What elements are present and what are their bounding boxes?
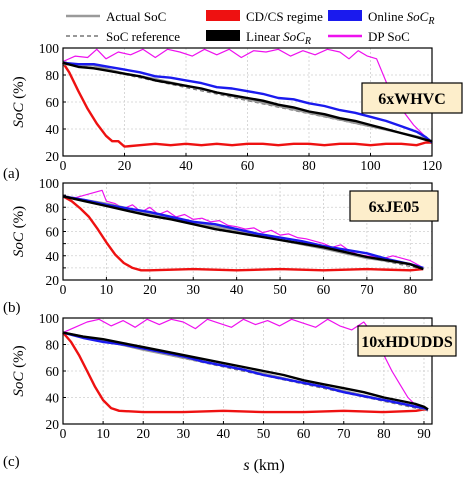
series-line-dp [62,48,433,143]
x-tick-label: 80 [404,282,418,297]
x-tick-label: 10 [100,282,114,297]
y-tick-label: 100 [39,41,60,56]
panel-label: (b) [3,300,21,316]
legend-swatch-online [328,10,362,21]
series-line-online [62,61,433,144]
cycle-tag: 6xWHVC [361,82,463,114]
cycle-tag-label: 6xJE05 [369,199,420,216]
x-tick-label: 60 [317,282,331,297]
x-tick-label: 80 [302,158,316,173]
y-tick-label: 40 [46,391,60,406]
y-tick-label: 100 [39,311,60,326]
x-tick-label: 0 [60,426,67,441]
legend-item-linear: Linear SoCR [206,29,311,47]
x-tick-label: 100 [360,158,381,173]
x-tick-label: 60 [241,158,255,173]
series-line-cdcs [62,331,428,414]
y-tick-label: 40 [46,249,60,264]
series-line-online [62,195,424,270]
y-tick-label: 60 [46,364,60,379]
series-line-linear [62,61,433,143]
x-tick-label: 0 [60,158,67,173]
series-line-linear [62,331,429,411]
legend: Actual SoC CD/CS regime Online SoCR SoC ref… [66,9,434,47]
x-tick-label: 70 [337,426,351,441]
y-tick-label: 20 [46,273,60,288]
y-tick-label: 100 [39,176,60,191]
y-tick-label: 60 [46,95,60,110]
legend-item-dp: DP SoC [328,29,410,44]
x-tick-label: 30 [186,282,200,297]
legend-swatch-linear [206,30,240,41]
legend-label-cdcs: CD/CS regime [246,9,323,24]
cycle-tag-box [349,190,439,222]
y-axis-label: SoC (%) [11,345,27,396]
axes-frame [62,317,433,425]
cycle-tag-box [357,325,457,357]
y-tick-label: 80 [46,338,60,353]
y-tick-label: 60 [46,225,60,240]
legend-label-linear: Linear SoCR [246,29,311,47]
x-tick-label: 40 [179,158,193,173]
legend-item-actual: Actual SoC [66,9,166,24]
axes-frame [62,182,433,281]
x-tick-label: 120 [422,158,443,173]
legend-label-actual: Actual SoC [106,9,166,24]
legend-item-online: Online SoCR [328,9,434,27]
series-line-linear [62,195,424,271]
y-axis-label: SoC (%) [11,76,27,127]
x-tick-label: 70 [360,282,374,297]
legend-label-reference: SoC reference [106,29,180,44]
x-tick-label: 80 [377,426,391,441]
panel-label: (a) [3,166,20,182]
panel-3: 0 10 20 30 40 50 60 70 80 90 20 40 60 80 100 SoC (%) 10x… [3,311,457,470]
y-axis-label: SoC (%) [11,206,27,257]
x-tick-label: 20 [136,426,150,441]
y-tick-label: 20 [46,149,60,164]
series-line-dp [62,189,424,269]
x-tick-label: 0 [60,282,67,297]
cycle-tag: 6xJE05 [349,190,439,222]
x-tick-label: 50 [273,282,287,297]
legend-item-reference: SoC reference [66,29,180,44]
x-tick-label: 40 [230,282,244,297]
x-tick-label: 20 [118,158,132,173]
panel-label: (c) [3,454,20,470]
y-tick-label: 80 [46,68,60,83]
legend-label-dp: DP SoC [368,29,410,44]
x-tick-label: 10 [96,426,110,441]
y-tick-label: 20 [46,417,60,432]
panel-2: 0 10 20 30 40 50 60 70 80 20 40 60 80 100 SoC (%) 6xJE0… [3,176,439,316]
series-line-dp [62,318,429,412]
x-tick-label: 30 [177,426,191,441]
x-axis-label: s (km) [243,457,284,474]
x-tick-label: 20 [143,282,157,297]
cycle-tag-label: 10xHDUDDS [361,334,453,351]
cycle-tag-label: 6xWHVC [378,91,446,108]
series-line-cdcs [61,62,432,148]
legend-label-online: Online SoCR [368,9,434,27]
cycle-tag: 10xHDUDDS [357,325,457,357]
y-tick-label: 80 [46,200,60,215]
series-line-online [62,331,429,411]
x-tick-label: 40 [217,426,231,441]
x-tick-label: 60 [297,426,311,441]
series-line-cdcs [62,195,424,272]
legend-item-cdcs: CD/CS regime [206,9,323,24]
x-tick-label: 90 [417,426,431,441]
legend-swatch-cdcs [206,10,240,21]
y-tick-label: 40 [46,122,60,137]
cycle-tag-box [361,82,463,114]
x-tick-label: 50 [257,426,271,441]
